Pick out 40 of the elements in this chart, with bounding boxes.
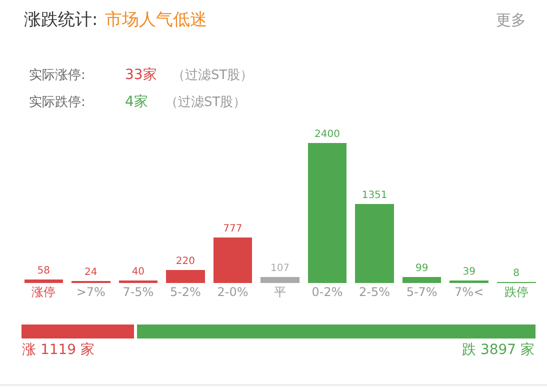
- data-label: 跌 3897 家: [462, 342, 535, 358]
- data-label: 107: [270, 262, 290, 274]
- bar: [24, 280, 64, 283]
- x-tick-label: >7%: [76, 285, 106, 299]
- bar: [355, 204, 394, 283]
- text: 33家: [125, 67, 157, 83]
- data-label: 220: [176, 256, 195, 268]
- chart-title: 涨跌统计:: [24, 10, 98, 30]
- data-label: 777: [223, 224, 242, 235]
- x-tick-label: 平: [274, 285, 286, 299]
- text: （过滤ST股）: [165, 95, 246, 110]
- bar: [213, 238, 252, 283]
- data-label: 58: [37, 266, 50, 277]
- text: 4家: [125, 94, 148, 110]
- bar: [402, 277, 442, 283]
- bar: [166, 270, 205, 283]
- x-tick-label: 0-2%: [312, 285, 343, 299]
- text: 更多: [496, 11, 526, 29]
- x-tick-label: 涨停: [32, 285, 56, 299]
- bar: [308, 143, 347, 283]
- x-tick-label: 7-5%: [122, 285, 154, 299]
- text: （过滤ST股）: [172, 68, 254, 83]
- x-tick-label: 2-5%: [359, 285, 390, 299]
- data-label: 涨 1119 家: [22, 342, 95, 358]
- text: 实际涨停:: [29, 68, 86, 83]
- bar: [260, 276, 300, 283]
- data-label: 40: [132, 266, 145, 278]
- text: 实际跌停:: [29, 95, 86, 110]
- x-tick-label: 2-0%: [217, 285, 248, 299]
- data-label: 1351: [362, 190, 388, 202]
- x-tick-label: 跌停: [504, 285, 528, 299]
- x-tick-label: 5-7%: [406, 285, 438, 299]
- data-label: 24: [84, 267, 98, 278]
- data-label: 8: [513, 268, 520, 279]
- chart-subtitle: 市场人气低迷: [105, 10, 207, 30]
- x-tick-label: 7%<: [454, 285, 484, 299]
- x-tick-label: 5-2%: [170, 285, 201, 299]
- data-label: 2400: [314, 129, 340, 140]
- data-label: 39: [462, 266, 476, 278]
- data-label: 99: [415, 263, 428, 274]
